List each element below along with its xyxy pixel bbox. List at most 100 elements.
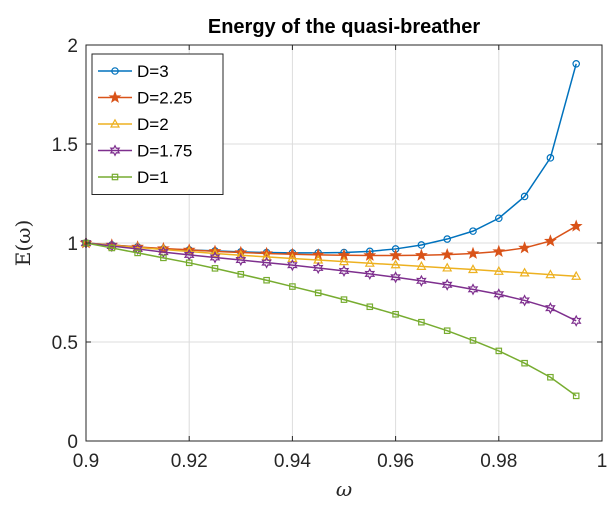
data-point (441, 278, 453, 291)
data-point (134, 249, 141, 257)
data-point (289, 283, 296, 290)
x-axis-label: ω (336, 477, 352, 501)
data-point (518, 241, 531, 254)
data-point (466, 246, 480, 259)
y-axis-label: E(ω) (11, 220, 35, 267)
data-point (443, 235, 452, 243)
legend-item: D=2.25 (98, 89, 192, 108)
x-tick-label: 1 (597, 451, 608, 472)
legend-label: D=1.75 (137, 142, 192, 161)
data-point (572, 60, 581, 68)
data-point (467, 283, 479, 296)
data-point (519, 267, 530, 277)
data-point (209, 251, 221, 264)
y-tick-label: 1 (67, 234, 78, 255)
data-point (392, 310, 399, 318)
legend-label: D=1 (137, 168, 169, 187)
data-point (418, 318, 425, 326)
data-point (108, 244, 116, 252)
x-tick-label: 0.98 (480, 451, 517, 472)
data-point (390, 259, 401, 269)
data-point (287, 259, 298, 272)
ticks: 0.9 0.92 0.94 0.96 0.98 1 0 0.5 1 1.5 2 (52, 36, 608, 472)
data-point (338, 264, 350, 278)
x-tick-label: 0.92 (171, 451, 208, 472)
data-point (546, 154, 555, 162)
data-point (547, 373, 554, 381)
data-point (519, 294, 530, 307)
data-point (469, 337, 477, 344)
data-point (521, 359, 528, 367)
series-D=1 (82, 239, 580, 400)
legend-label: D=2 (137, 115, 169, 134)
data-point (417, 241, 426, 249)
data-point (443, 327, 451, 335)
data-point (132, 242, 143, 256)
data-point (261, 256, 272, 269)
data-point (416, 260, 427, 270)
legend: D=3 D=2.25 D=2 D=1.75 D=1 (91, 53, 224, 195)
data-point (416, 274, 427, 287)
data-point (235, 249, 246, 259)
x-tick-label: 0.94 (274, 451, 311, 472)
chart-title: Energy of the quasi-breather (208, 16, 480, 38)
data-point (520, 192, 529, 201)
data-point (160, 254, 167, 262)
data-point (364, 267, 376, 281)
data-point (570, 314, 582, 327)
legend-marker (111, 67, 119, 75)
data-point (366, 303, 374, 311)
legend-marker (109, 118, 121, 128)
data-point (442, 262, 453, 272)
legend-marker (109, 144, 121, 157)
legend-marker (111, 173, 119, 181)
data-point (493, 288, 505, 301)
data-point (235, 253, 247, 267)
data-point (572, 392, 580, 400)
y-tick-label: 0 (67, 432, 78, 453)
data-point (211, 265, 219, 272)
data-point (569, 219, 583, 232)
data-point (467, 264, 479, 274)
x-tick-label: 0.96 (377, 451, 414, 472)
data-point (571, 270, 582, 280)
data-point (363, 248, 377, 261)
series-line (85, 225, 577, 257)
y-tick-label: 2 (67, 36, 78, 57)
data-point (312, 261, 324, 275)
data-point (237, 270, 245, 278)
legend-item: D=3 (98, 62, 169, 81)
data-point (263, 276, 270, 284)
data-point (544, 234, 557, 247)
series-layer (79, 60, 583, 400)
data-point (338, 256, 350, 266)
data-point (494, 214, 503, 223)
data-point (545, 302, 556, 315)
data-point (389, 248, 402, 261)
data-point (415, 248, 428, 261)
legend-label: D=3 (137, 62, 169, 81)
legend-item: D=1.75 (98, 142, 192, 161)
series-line (85, 242, 577, 397)
data-point (495, 347, 503, 355)
series-line (85, 242, 577, 322)
data-point (314, 289, 322, 297)
legend-label: D=2.25 (137, 89, 192, 108)
y-tick-label: 0.5 (52, 333, 78, 354)
x-tick-label: 0.9 (73, 451, 99, 472)
data-point (390, 271, 401, 284)
legend-item: D=1 (98, 168, 169, 187)
data-point (440, 247, 454, 261)
data-point (545, 269, 556, 279)
data-point (492, 244, 506, 257)
legend-item: D=2 (98, 115, 169, 134)
data-point (364, 257, 375, 267)
data-point (340, 296, 348, 303)
data-point (261, 251, 272, 261)
legend-marker (108, 90, 122, 103)
data-point (158, 245, 169, 259)
data-point (469, 227, 477, 235)
y-tick-label: 1.5 (52, 135, 78, 156)
data-point (493, 265, 504, 275)
